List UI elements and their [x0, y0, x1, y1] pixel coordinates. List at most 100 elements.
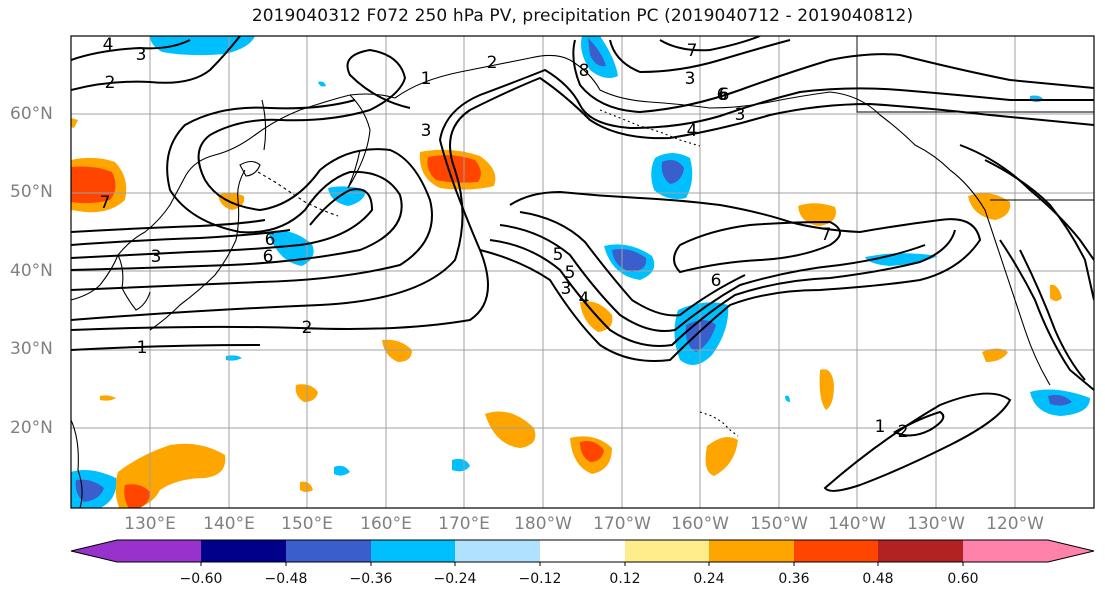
colorbar-tick-label: −0.12: [518, 571, 562, 587]
pv-contours: [71, 36, 1094, 492]
colorbar-segment: [540, 540, 625, 562]
precip-positive-region: [819, 369, 834, 410]
contour-label: 3: [685, 69, 696, 89]
border-canada-us: [856, 36, 1094, 113]
lon-label: 170°E: [438, 514, 490, 534]
coastline-hokkaido: [239, 160, 261, 177]
lon-label: 150°W: [750, 514, 808, 534]
precip-positive-region: [71, 166, 116, 204]
precip-positive-region: [485, 411, 536, 448]
pv-contour: [1019, 249, 1086, 381]
colorbar-segment: [794, 540, 878, 562]
precip-positive-region: [124, 484, 150, 508]
contour-label: 6: [717, 85, 728, 105]
contour-label: 2: [302, 318, 313, 338]
contour-label: 4: [579, 289, 590, 309]
contour-label: 6: [711, 271, 722, 291]
coastline-korea: [117, 254, 151, 311]
coastline-asia: [71, 93, 396, 301]
lon-label: 140°W: [828, 514, 886, 534]
precip-positive-region: [382, 339, 412, 362]
lat-label: 20°N: [10, 418, 53, 438]
pv-contour: [71, 36, 241, 91]
contour-label: 3: [735, 105, 746, 125]
colorbar-tick-label: 0.12: [609, 571, 641, 587]
pv-contour: [479, 190, 982, 362]
contour-label: 3: [151, 247, 162, 267]
pv-contour: [71, 76, 1094, 321]
precip-positive-region: [798, 203, 836, 226]
precip-positive-region: [580, 441, 604, 462]
colorbar-tick-label: 0.36: [778, 571, 810, 587]
pv-contour: [999, 239, 1094, 391]
precip-negative-region: [612, 249, 647, 272]
colorbar-segment: [963, 540, 1094, 562]
colorbar-segments: [71, 540, 1094, 562]
contour-label: 7: [687, 41, 698, 61]
pv-contour: [71, 39, 191, 61]
precip-negative-region: [226, 355, 242, 361]
pv-contour: [519, 211, 746, 317]
colorbar-tick-label: 0.60: [947, 571, 979, 587]
contour-label: 5: [565, 263, 576, 283]
colorbar-segment: [709, 540, 794, 562]
colorbar-segment: [371, 540, 455, 562]
precip-negative-region: [685, 320, 716, 352]
contour-label: 7: [100, 193, 111, 213]
lon-label: 180°W: [514, 514, 572, 534]
pv-contour: [71, 219, 266, 233]
pv-contour: [489, 229, 956, 347]
precip-negative-region: [785, 395, 790, 402]
contour-label: 7: [821, 225, 832, 245]
pv-contour: [71, 188, 374, 259]
lon-label: 160°W: [671, 514, 729, 534]
pv-contour: [899, 54, 1094, 89]
precip-negative-region: [452, 458, 470, 472]
contour-label: 3: [561, 279, 572, 299]
lon-label: 130°W: [907, 514, 965, 534]
colorbar-segment: [878, 540, 963, 562]
precip-positive-region: [1050, 284, 1062, 301]
colorbar-tick-label: −0.48: [264, 571, 308, 587]
colorbar-tick-label: 0.24: [693, 571, 725, 587]
precip-negative-region: [661, 160, 684, 184]
colorbar-segment: [286, 540, 371, 562]
pv-contour: [71, 99, 403, 271]
contour-label: 3: [136, 45, 147, 65]
contour-label: 1: [137, 338, 148, 358]
contour-label: 3: [421, 121, 432, 141]
colorbar-ticks: [200, 562, 964, 566]
precip-negative-region: [588, 38, 606, 67]
coastlines: [71, 36, 1094, 508]
colorbar-segment: [455, 540, 540, 562]
lon-label: 160°E: [360, 514, 412, 534]
pv-contour: [71, 229, 291, 246]
contour-label: 1: [421, 69, 432, 89]
colorbar-tick-label: 0.48: [862, 571, 894, 587]
pv-contour: [892, 410, 945, 437]
pv-contour: [71, 344, 261, 351]
contour-label: 8: [579, 61, 590, 81]
contour-label: 5: [553, 245, 564, 265]
precip-positive-region: [982, 348, 1008, 362]
pv-contour: [659, 36, 761, 52]
lat-label: 60°N: [10, 104, 53, 124]
colorbar-segment: [201, 540, 286, 562]
contour-label: 6: [719, 85, 730, 105]
lon-label: 140°E: [203, 514, 255, 534]
coastline-philippines: [71, 419, 83, 508]
lon-label: 130°E: [124, 514, 176, 534]
contour-label: 1: [875, 417, 886, 437]
precip-negative-region: [75, 479, 104, 502]
contour-label: 6: [265, 230, 276, 250]
pv-contour: [959, 144, 1094, 261]
colorbar-segment: [71, 540, 201, 562]
colorbar-tick-label: −0.60: [179, 571, 223, 587]
precip-negative-region: [334, 465, 350, 476]
lat-label: 40°N: [10, 261, 53, 281]
lon-label: 120°W: [986, 514, 1044, 534]
contour-label: 6: [263, 247, 274, 267]
coastline-alaska: [394, 54, 1051, 386]
